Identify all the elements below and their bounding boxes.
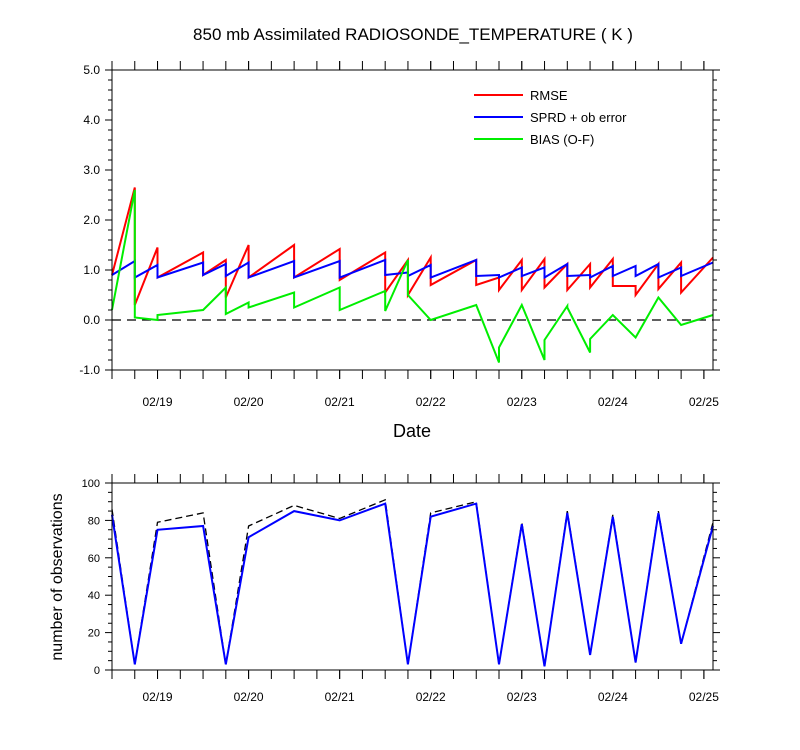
top-ytick-label: 3.0 — [83, 163, 100, 177]
top-xtick-label: 02/21 — [325, 395, 355, 409]
legend-label-sprd-ob-error: SPRD + ob error — [530, 110, 627, 125]
top-chart: 850 mb Assimilated RADIOSONDE_TEMPERATUR… — [79, 25, 720, 441]
top-ytick-label: -1.0 — [79, 363, 100, 377]
bottom-ytick-label: 40 — [88, 590, 100, 602]
bottom-axes: 0 20 40 60 80 100 02/19 02/20 02/21 02/22 02/23 02/… — [82, 474, 720, 704]
top-ytick-label: 1.0 — [83, 263, 100, 277]
top-xtick-label: 02/22 — [416, 395, 446, 409]
top-ytick-label: 2.0 — [83, 213, 100, 227]
top-ytick-label: 5.0 — [83, 63, 100, 77]
legend-label-bias-o-f: BIAS (O-F) — [530, 132, 594, 147]
bottom-xtick-label: 02/19 — [143, 690, 173, 704]
top-xtick-label: 02/24 — [598, 395, 628, 409]
top-ytick-label: 0.0 — [83, 313, 100, 327]
top-xtick-label: 02/20 — [234, 395, 264, 409]
legend: RMSE SPRD + ob error BIAS (O-F) — [474, 88, 627, 147]
bottom-xtick-label: 02/23 — [507, 690, 537, 704]
bottom-xtick-label: 02/20 — [234, 690, 264, 704]
bottom-ytick-label: 0 — [94, 665, 100, 677]
bottom-ytick-label: 20 — [88, 628, 100, 640]
bottom-ytick-label: 80 — [88, 515, 100, 527]
top-series-sprd-ob-error — [111, 258, 714, 280]
top-ytick-label: 4.0 — [83, 113, 100, 127]
top-xtick-label: 02/19 — [143, 395, 173, 409]
bottom-ytick-label: 100 — [82, 478, 100, 490]
chart-title: 850 mb Assimilated RADIOSONDE_TEMPERATUR… — [193, 25, 633, 44]
legend-label-rmse: RMSE — [530, 88, 568, 103]
top-xtick-label: 02/23 — [507, 395, 537, 409]
bottom-xtick-label: 02/21 — [325, 690, 355, 704]
bottom-series-assimilated — [111, 502, 714, 667]
bottom-xtick-label: 02/24 — [598, 690, 628, 704]
bottom-xtick-label: 02/25 — [689, 690, 719, 704]
bottom-ytick-label: 60 — [88, 553, 100, 565]
top-xtick-label: 02/25 — [689, 395, 719, 409]
top-series-bias-o-f — [111, 189, 714, 363]
x-axis-title: Date — [393, 421, 431, 441]
bottom-series-group — [111, 498, 714, 667]
top-axes: -1.0 0.0 1.0 2.0 3.0 4.0 5.0 02/19 02/20 02/21 02/… — [79, 61, 720, 409]
bottom-chart: 0 20 40 60 80 100 02/19 02/20 02/21 02/22 02/23 02/… — [49, 474, 720, 704]
bottom-xtick-label: 02/22 — [416, 690, 446, 704]
top-series-rmse — [111, 187, 714, 306]
top-series-group — [111, 187, 714, 363]
y-axis-title-observations: number of observations — [49, 493, 66, 660]
